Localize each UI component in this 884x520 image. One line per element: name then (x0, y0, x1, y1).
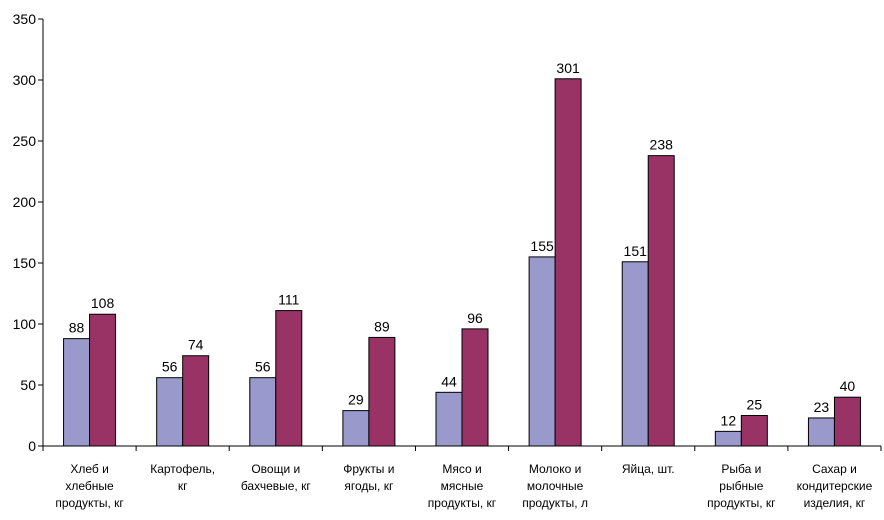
category-label: Сахар и кондитерские изделия, кг (797, 462, 873, 510)
category-label: Яйца, шт. (622, 462, 675, 476)
data-label-series-1: 56 (162, 359, 178, 375)
x-axis: Хлеб и хлебные продукты, кг Картофель, кг Ово… (42, 445, 882, 510)
bar-series-1 (714, 430, 742, 447)
y-axis: 0 50 100 150 200 250 300 350 (13, 11, 44, 454)
data-label-series-2: 301 (556, 60, 580, 76)
category-label: Молоко и молочные продукты, л (522, 462, 588, 510)
bar-series-2 (182, 355, 210, 447)
data-label-series-2: 25 (747, 397, 763, 413)
data-label-series-2: 40 (840, 378, 856, 394)
bar-series-1 (435, 391, 463, 447)
data-label-series-1: 12 (721, 412, 737, 428)
y-tick-label: 200 (13, 194, 37, 210)
bar-series-1 (807, 417, 835, 447)
data-label-series-1: 88 (69, 320, 85, 336)
bar-series-1 (156, 377, 184, 447)
data-label-series-2: 108 (91, 295, 115, 311)
data-label-series-1: 56 (255, 359, 271, 375)
data-label-series-1: 23 (814, 399, 830, 415)
y-tick-label: 300 (13, 72, 37, 88)
data-label-series-2: 111 (278, 292, 299, 308)
category-label: Овощи и бахчевые, кг (241, 462, 312, 493)
bar-series-1 (621, 261, 649, 447)
bar-series-2 (554, 78, 582, 447)
data-label-series-1: 151 (624, 243, 648, 259)
bar-series-2 (89, 313, 117, 447)
y-tick-label: 250 (13, 133, 37, 149)
y-tick-label: 50 (20, 377, 36, 393)
bar-series-1 (249, 377, 277, 447)
data-label-series-2: 89 (374, 318, 390, 334)
y-tick-label: 350 (13, 11, 37, 27)
data-label-series-2: 74 (188, 337, 204, 353)
y-tick-label: 150 (13, 255, 37, 271)
bar-series-2 (740, 415, 768, 447)
bar-series-2 (275, 310, 303, 447)
data-label-series-1: 29 (348, 392, 364, 408)
category-label: Рыба и рыбные продукты, кг (707, 462, 776, 510)
data-label-series-2: 238 (650, 137, 674, 153)
category-label: Мясо и мясные продукты, кг (428, 462, 497, 510)
bars (63, 78, 861, 447)
y-tick-label: 0 (28, 438, 36, 454)
bar-series-2 (368, 336, 396, 447)
bar-series-2 (647, 155, 675, 447)
bar-series-1 (528, 256, 556, 447)
data-label-series-1: 155 (530, 238, 554, 254)
category-label: Хлеб и хлебные продукты, кг (55, 462, 124, 510)
data-label-series-1: 44 (441, 373, 457, 389)
data-label-series-2: 96 (467, 310, 483, 326)
category-label: Картофель, кг (150, 462, 215, 493)
y-tick-label: 100 (13, 316, 37, 332)
data-labels: 88 108 56 74 56 111 29 89 44 96 155 301 151 238 12 25 23… (69, 60, 856, 429)
bar-series-1 (342, 410, 370, 447)
category-label: Фрукты и ягоды, кг (343, 462, 394, 493)
bar-series-2 (461, 328, 489, 447)
bar-series-2 (833, 396, 861, 447)
bar-series-1 (63, 338, 91, 447)
